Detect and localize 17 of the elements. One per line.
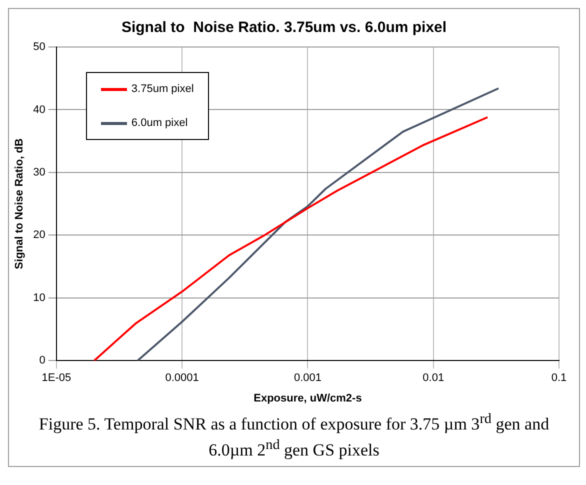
y-tick-label: 0 bbox=[39, 354, 46, 367]
x-tick-label: 1E-05 bbox=[42, 372, 72, 384]
x-tick-label: 0.001 bbox=[294, 372, 322, 384]
x-tick-label: 0.0001 bbox=[165, 372, 199, 384]
legend-label: 3.75um pixel bbox=[131, 83, 194, 95]
text: Figure 5. Temporal SNR as a function of exposure for 3.75 µm 3$^{rd}$ gen and 6.0µm 2$^{nd}$ gen GS pixels bbox=[38, 411, 550, 460]
y-tick-label: 50 bbox=[33, 41, 46, 54]
x-tick-label: 0.1 bbox=[551, 372, 567, 384]
y-axis-title: Signal to Noise Ratio, dB bbox=[14, 138, 26, 270]
legend-label: 6.0um pixel bbox=[131, 117, 188, 129]
chart-title: Signal to Noise Ratio. 3.75um vs. 6.0um pixel bbox=[121, 19, 447, 36]
y-tick-label: 20 bbox=[33, 229, 46, 242]
y-tick-label: 30 bbox=[33, 166, 46, 178]
x-axis-title: Exposure, uW/cm2-s bbox=[254, 392, 362, 404]
y-tick-label: 10 bbox=[33, 292, 46, 304]
x-tick-label: 0.01 bbox=[422, 372, 444, 384]
y-tick-label: 40 bbox=[33, 104, 46, 116]
